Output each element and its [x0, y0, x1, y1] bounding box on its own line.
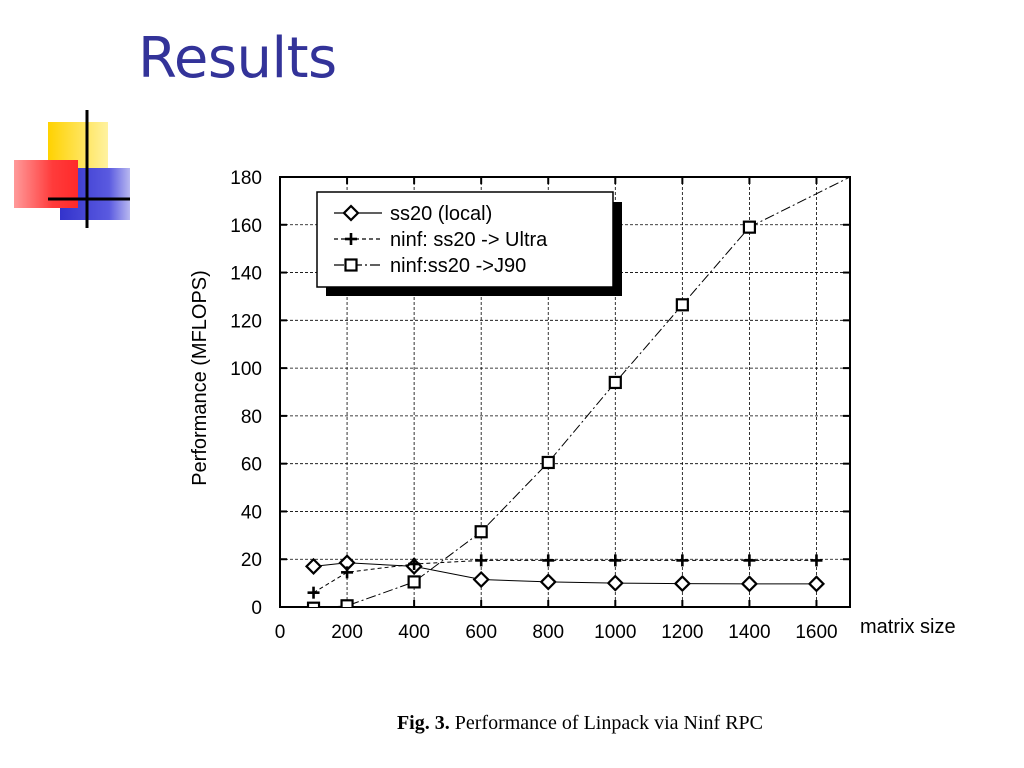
figure-caption: Fig. 3. Performance of Linpack via Ninf …: [0, 712, 1024, 735]
data-point-plus: [743, 554, 756, 567]
data-point-diamond: [606, 574, 624, 592]
data-point-plus: [542, 554, 555, 567]
series-square: [306, 177, 850, 607]
x-tick-label: 1000: [594, 622, 636, 643]
data-point-diamond: [304, 557, 323, 575]
tick-layer: 0 20 40 60 80 100 120 140 160 180 0 200 400 600 800 100…: [230, 168, 850, 643]
data-point-square: [541, 455, 555, 470]
data-point-plus: [676, 554, 689, 567]
x-tick-label: 1200: [661, 622, 703, 643]
data-point-square: [608, 375, 622, 390]
data-point-square: [306, 601, 321, 607]
y-tick-label: 0: [251, 598, 262, 619]
series-layer: [304, 177, 850, 607]
series-line: [313, 562, 817, 585]
data-point-square: [474, 525, 488, 539]
plot-frame: [279, 176, 851, 608]
x-tick-label: 1600: [795, 622, 837, 643]
data-point-diamond: [673, 575, 691, 593]
x-tick-label: 0: [275, 622, 286, 643]
caption-text: Performance of Linpack via Ninf RPC: [449, 712, 764, 734]
data-point-diamond: [740, 575, 758, 593]
data-point-square: [675, 298, 689, 312]
y-tick-label: 60: [241, 455, 262, 476]
legend-label: ss20 (local): [390, 203, 492, 225]
decorative-squares-icon: [14, 110, 130, 228]
y-axis-label: Performance (MFLOPS): [189, 270, 211, 486]
y-tick-label: 140: [230, 264, 262, 285]
x-axis-label: matrix size: [860, 616, 956, 638]
y-tick-label: 120: [230, 311, 262, 332]
legend-marker-plus: [345, 233, 357, 245]
y-tick-label: 40: [241, 502, 262, 523]
data-point-diamond: [539, 573, 557, 591]
legend-marker-diamond: [342, 204, 360, 222]
data-point-square: [340, 599, 354, 607]
data-point-plus: [341, 566, 354, 579]
x-tick-label: 400: [398, 622, 430, 643]
data-point-diamond: [807, 575, 826, 593]
data-point-plus: [307, 586, 320, 599]
data-point-plus: [408, 558, 421, 570]
data-point-plus: [609, 554, 622, 567]
x-tick-label: 200: [331, 622, 363, 643]
legend-box: [316, 191, 614, 288]
legend: ss20 (local) ninf: ss20 -> Ultra ninf:ss20…: [316, 191, 622, 296]
y-tick-label: 180: [230, 168, 262, 189]
x-tick-label: 600: [465, 622, 497, 643]
legend-marker-square: [344, 258, 358, 272]
y-tick-label: 100: [230, 359, 262, 380]
x-tick-label: 1400: [728, 622, 770, 643]
series-plus: [307, 554, 823, 599]
slide-title: Results: [138, 26, 337, 91]
legend-label: ninf: ss20 -> Ultra: [390, 229, 548, 251]
y-tick-label: 160: [230, 216, 262, 237]
data-point-diamond: [472, 570, 490, 589]
y-tick-label: 80: [241, 407, 262, 428]
data-point-square: [407, 575, 421, 589]
x-tick-label: 800: [532, 622, 564, 643]
caption-prefix: Fig. 3.: [396, 712, 450, 734]
data-point-plus: [475, 554, 488, 567]
data-point-square: [742, 220, 757, 234]
data-point-plus: [810, 554, 823, 567]
y-tick-label: 20: [241, 550, 262, 571]
legend-items: ss20 (local) ninf: ss20 -> Ultra ninf:ss20…: [334, 203, 548, 277]
legend-label: ninf:ss20 ->J90: [390, 255, 526, 277]
